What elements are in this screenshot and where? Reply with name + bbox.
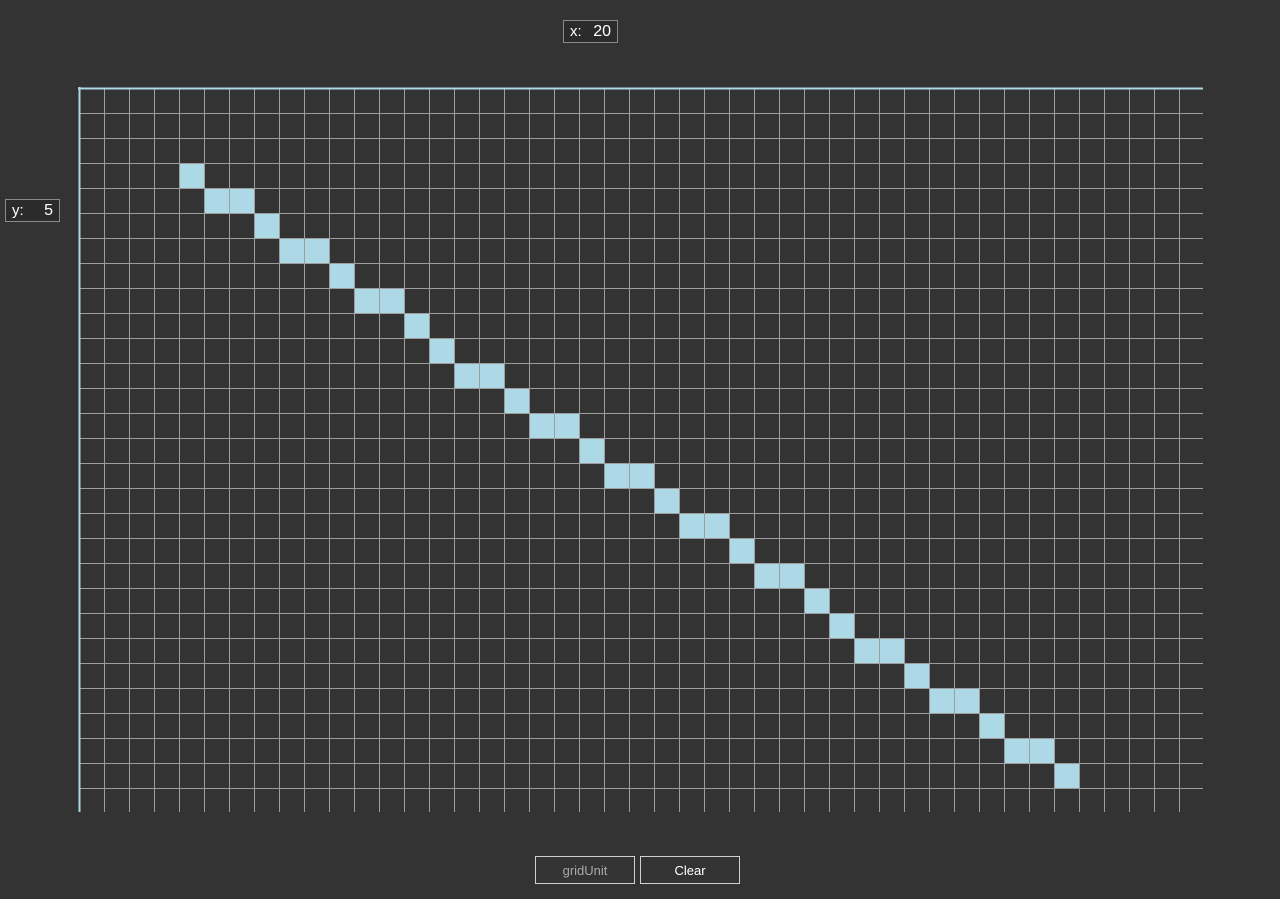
filled-cell[interactable] <box>579 438 605 464</box>
filled-cell[interactable] <box>729 538 755 564</box>
filled-cell[interactable] <box>329 263 355 289</box>
y-readout-label: y: <box>12 202 24 219</box>
filled-cell[interactable] <box>604 463 630 489</box>
filled-cell[interactable] <box>354 288 380 314</box>
clear-button[interactable]: Clear <box>640 856 740 884</box>
filled-cell[interactable] <box>229 188 255 214</box>
filled-cell[interactable] <box>854 638 880 664</box>
filled-cell[interactable] <box>554 413 580 439</box>
filled-cell[interactable] <box>254 213 280 239</box>
filled-cell[interactable] <box>904 663 930 689</box>
x-coordinate-readout: x: 20 <box>563 20 618 43</box>
filled-cell[interactable] <box>704 513 730 539</box>
filled-cell[interactable] <box>629 463 655 489</box>
filled-cell[interactable] <box>504 388 530 414</box>
filled-cell[interactable] <box>279 238 305 264</box>
filled-cell[interactable] <box>829 613 855 639</box>
x-readout-value: 20 <box>593 22 611 40</box>
filled-cell[interactable] <box>379 288 405 314</box>
filled-cell[interactable] <box>1004 738 1030 764</box>
filled-cell[interactable] <box>304 238 330 264</box>
filled-cell[interactable] <box>779 563 805 589</box>
filled-cell[interactable] <box>479 363 505 389</box>
y-readout-value: 5 <box>44 201 53 219</box>
filled-cell[interactable] <box>879 638 905 664</box>
filled-cell[interactable] <box>679 513 705 539</box>
filled-cell[interactable] <box>1029 738 1055 764</box>
filled-cell[interactable] <box>804 588 830 614</box>
filled-cell[interactable] <box>929 688 955 714</box>
grid-unit-button[interactable]: gridUnit <box>535 856 635 884</box>
filled-cell[interactable] <box>204 188 230 214</box>
grid-canvas[interactable] <box>78 87 1203 812</box>
filled-cell[interactable] <box>529 413 555 439</box>
filled-cell[interactable] <box>454 363 480 389</box>
filled-cell[interactable] <box>179 163 205 189</box>
drawing-grid[interactable] <box>78 87 1203 812</box>
x-readout-label: x: <box>570 23 582 40</box>
filled-cell[interactable] <box>654 488 680 514</box>
filled-cell[interactable] <box>404 313 430 339</box>
filled-cell[interactable] <box>1054 763 1080 789</box>
filled-cell[interactable] <box>429 338 455 364</box>
filled-cell[interactable] <box>954 688 980 714</box>
filled-cell[interactable] <box>754 563 780 589</box>
filled-cell[interactable] <box>979 713 1005 739</box>
y-coordinate-readout: y: 5 <box>5 199 60 222</box>
